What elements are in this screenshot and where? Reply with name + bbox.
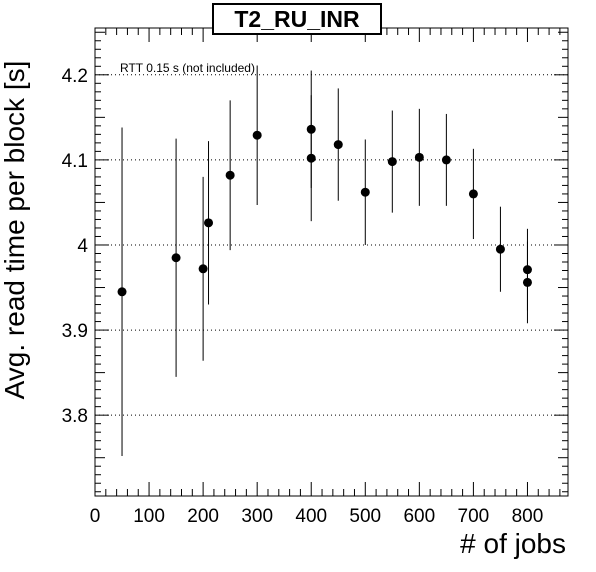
gridlines [95, 74, 568, 416]
axis-ticks [94, 28, 568, 496]
data-points [117, 65, 532, 457]
rtt-annotation: RTT 0.15 s (not included) [120, 61, 255, 75]
plot-frame [94, 27, 569, 497]
data-point [171, 253, 181, 263]
x-axis-label: # of jobs [460, 528, 566, 559]
data-point [225, 170, 235, 180]
y-tick-label: 4.2 [62, 66, 88, 87]
data-point [252, 130, 262, 140]
y-tick-label: 4.1 [62, 151, 88, 172]
data-point [414, 152, 424, 162]
data-point [306, 153, 316, 163]
data-point [441, 155, 451, 165]
y-tick-label: 3.8 [62, 406, 88, 427]
x-tick-label: 500 [349, 506, 381, 527]
data-point [522, 277, 532, 287]
x-tick-label: 100 [133, 506, 165, 527]
y-axis-label: Avg. read time per block [s] [0, 60, 30, 400]
x-tick-label: 400 [295, 506, 327, 527]
tick-labels: 3.8 3.9 4 4.1 4.2 0 100 200 300 400 500 600 700 800 [62, 66, 544, 527]
data-point [387, 157, 397, 167]
data-point [204, 218, 214, 228]
x-tick-label: 800 [512, 506, 544, 527]
x-tick-label: 0 [90, 506, 101, 527]
chart-title: T2_RU_INR [212, 3, 382, 35]
x-tick-label: 300 [241, 506, 273, 527]
x-tick-label: 700 [458, 506, 490, 527]
data-point [333, 140, 343, 150]
data-point [495, 244, 505, 254]
data-point [360, 187, 370, 197]
data-point [198, 264, 208, 274]
data-point [117, 287, 127, 297]
y-tick-label: 3.9 [62, 321, 88, 342]
data-point [468, 189, 478, 199]
x-tick-label: 200 [187, 506, 219, 527]
y-tick-label: 4 [77, 236, 88, 257]
x-tick-label: 600 [403, 506, 435, 527]
